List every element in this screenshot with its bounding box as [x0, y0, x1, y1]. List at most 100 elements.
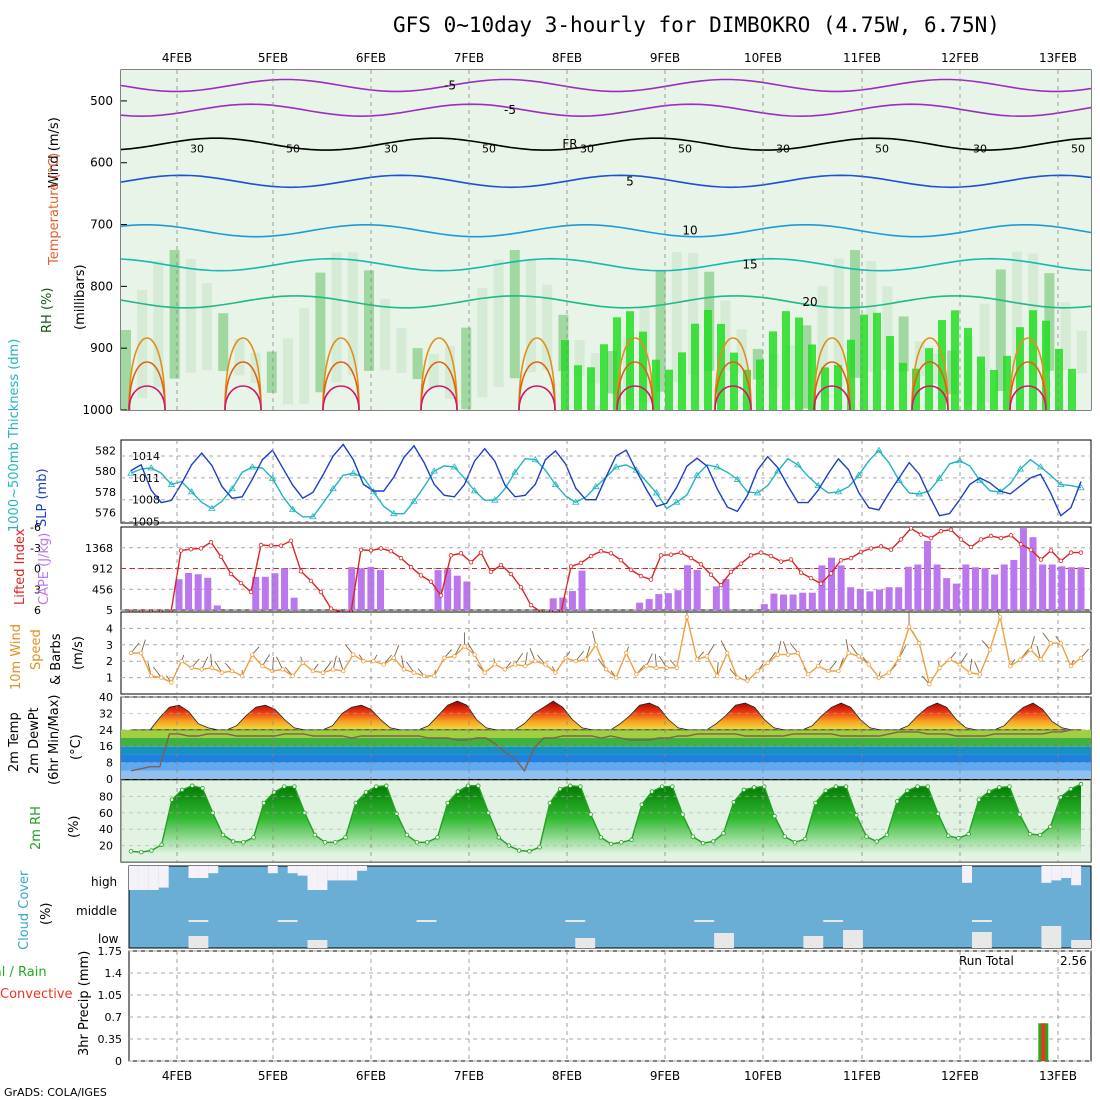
rh-line-marker — [598, 835, 604, 840]
wind-speed-line-marker — [1028, 647, 1033, 652]
rh-line-marker — [639, 802, 644, 807]
rh-line-marker — [711, 839, 716, 844]
lifted-index-line-marker — [928, 535, 934, 541]
rh-high-cell — [873, 312, 881, 410]
diurnal-isotherm — [616, 385, 654, 411]
wind-label: Wind (m/s) — [47, 117, 62, 188]
wind-tick: 2 — [106, 655, 113, 668]
rh-line-marker — [373, 784, 379, 789]
li-tick: 6 — [34, 604, 41, 617]
diurnal-isotherm — [322, 361, 360, 411]
rh-high-cell — [1016, 327, 1024, 410]
precip-tick: 0 — [115, 1055, 122, 1068]
wind-barb — [214, 660, 223, 673]
lifted-index-line-marker — [238, 580, 244, 586]
cape-bar — [568, 591, 576, 610]
thickness-line-marker — [854, 471, 863, 478]
diurnal-isotherm — [1009, 385, 1047, 411]
wind-speed-line-marker — [300, 660, 306, 666]
cape-bar — [271, 573, 279, 610]
cape-bar — [290, 597, 298, 610]
rh-line-marker — [1068, 786, 1073, 792]
rh-cell — [817, 285, 828, 397]
wind-barb — [276, 656, 284, 670]
bottom-day-label: 12FEB — [941, 1069, 979, 1083]
cape-bar — [213, 605, 221, 610]
lifted-index-line-marker — [948, 527, 954, 532]
wind-speed-line-marker — [644, 663, 649, 669]
lifted-index-line-marker — [908, 526, 914, 531]
mid-cloud-bar — [277, 920, 298, 922]
lifted-index-line-marker — [978, 537, 984, 542]
high-cloud-bar — [307, 866, 318, 890]
wind-speed-line-marker — [785, 652, 791, 657]
rh-high-cell — [821, 367, 829, 410]
rh-cell — [461, 327, 472, 410]
rh-cell — [785, 344, 796, 400]
rh-tick: 40 — [99, 823, 113, 836]
rh-line-marker — [976, 797, 982, 802]
wind-speed-line-marker — [704, 654, 710, 659]
cloud-frame — [128, 865, 1092, 949]
thickness-line-marker — [713, 463, 721, 470]
wind-barb — [969, 658, 973, 673]
lifted-index-line-marker — [518, 584, 524, 590]
thickness-line-marker — [693, 471, 701, 478]
wind-unit-label: (m/s) — [71, 636, 86, 670]
wind-speed-line-marker — [431, 673, 437, 679]
lifted-index-line-marker — [278, 543, 284, 548]
wind-speed-line-marker — [755, 668, 760, 674]
mid-cloud-bar — [416, 920, 437, 922]
lifted-index-line-marker — [608, 551, 614, 556]
rh-line-marker — [823, 788, 828, 793]
rh-high-cell — [795, 317, 803, 410]
lifted-index-line-marker — [688, 555, 694, 561]
pressure-axis: 500 600 700 800 900 1000 — [82, 94, 127, 417]
rh-line-marker — [476, 783, 481, 788]
wind-speed-line-marker — [1018, 657, 1023, 662]
diurnal-isotherm — [128, 361, 166, 411]
cape-bar — [837, 565, 845, 610]
thickness-line-marker — [976, 476, 984, 483]
rh-line-marker — [220, 832, 226, 838]
lifted-index-line-marker — [388, 549, 394, 554]
wind-speed-line-marker — [674, 665, 679, 670]
thickness-line-marker — [834, 488, 843, 495]
cape-bar — [376, 570, 384, 610]
wind-barb — [514, 653, 524, 665]
wind-speed-label: Speed — [29, 629, 44, 670]
rh-cell — [671, 252, 682, 383]
diurnal-isotherm — [813, 385, 851, 411]
cape-bar — [1029, 537, 1037, 610]
lifted-index-line-marker — [218, 554, 224, 559]
rh-line-marker — [1037, 832, 1043, 838]
rh2m-panel: 80 60 40 20 2m RH (%) — [29, 779, 1092, 863]
wind-speed-line-marker — [371, 659, 376, 664]
wind-barb — [332, 655, 337, 670]
wind-barb — [524, 652, 528, 667]
rh-contour-label: 30 — [580, 143, 594, 156]
rh-cell — [202, 283, 212, 371]
wind-speed-line-marker — [209, 665, 215, 670]
rh-line-marker — [149, 848, 154, 853]
rh-line-marker — [578, 784, 583, 789]
cape-bar — [866, 591, 874, 610]
bottom-day-label: 7FEB — [454, 1069, 484, 1083]
wind-speed-line-marker — [442, 655, 447, 661]
lifted-index-line-marker — [488, 569, 494, 575]
cape-bar — [636, 602, 644, 610]
wind-speed-line-marker — [795, 650, 801, 656]
rh-line-marker — [527, 849, 532, 854]
lifted-index-line-marker — [1028, 547, 1034, 553]
cape-bar — [914, 564, 922, 610]
temp-tick: 0 — [106, 773, 113, 786]
cape-bar — [789, 594, 797, 610]
thickness-line-marker — [915, 490, 924, 497]
lifted-index-line-marker — [988, 533, 994, 539]
wind-speed-line-marker — [613, 675, 619, 680]
diurnal-isotherm — [420, 361, 458, 411]
lifted-index-line-marker — [478, 550, 484, 555]
wind-speed-line-marker — [128, 650, 134, 656]
lifted-index-line-marker — [898, 537, 904, 542]
wind-barb — [646, 653, 653, 667]
